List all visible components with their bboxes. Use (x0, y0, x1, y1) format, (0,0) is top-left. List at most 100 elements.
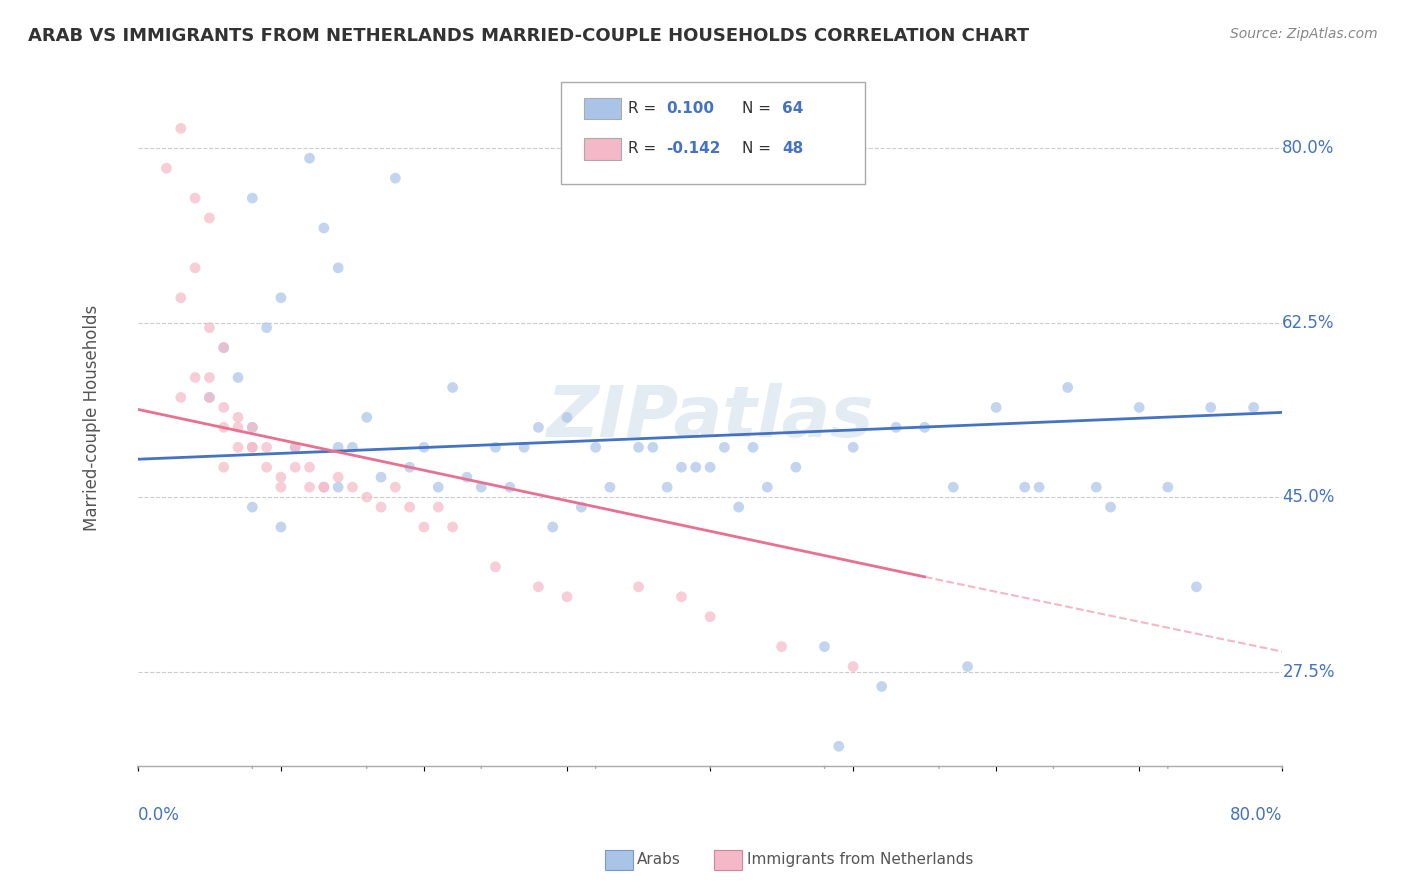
Point (555, 410, 578, 425)
Text: Married-couple Households: Married-couple Households (83, 304, 101, 531)
Point (441, 380, 464, 394)
Point (212, 341, 235, 355)
Point (270, 470, 292, 484)
FancyBboxPatch shape (583, 138, 621, 160)
Point (569, 500, 592, 514)
Point (212, 341, 235, 355)
Point (884, 420, 907, 434)
Point (312, 221, 335, 235)
Point (699, 609, 721, 624)
Point (756, 480, 779, 494)
Point (742, 440, 765, 454)
Point (170, 291, 193, 305)
Point (1128, 401, 1150, 415)
Point (198, 391, 221, 405)
Point (1014, 480, 1036, 494)
Point (312, 480, 335, 494)
Point (370, 500, 392, 514)
Point (1056, 380, 1078, 394)
Point (1199, 401, 1222, 415)
Point (226, 420, 249, 434)
FancyBboxPatch shape (583, 98, 621, 120)
Point (1028, 480, 1050, 494)
Point (170, 121, 193, 136)
Text: 45.0%: 45.0% (1282, 488, 1334, 506)
Point (284, 460, 307, 475)
Point (226, 410, 249, 425)
Point (398, 460, 420, 475)
Point (456, 470, 478, 484)
Point (256, 440, 278, 454)
Point (727, 500, 749, 514)
Point (427, 500, 450, 514)
Point (671, 590, 693, 604)
Point (256, 320, 278, 334)
Point (627, 580, 650, 594)
Point (441, 520, 464, 534)
Point (942, 480, 965, 494)
Text: N =: N = (742, 141, 776, 156)
FancyBboxPatch shape (561, 82, 865, 184)
Point (284, 440, 307, 454)
Point (1185, 580, 1208, 594)
Point (828, 739, 851, 754)
Point (298, 460, 321, 475)
Point (398, 500, 420, 514)
Text: 80.0%: 80.0% (1230, 806, 1282, 824)
Point (470, 480, 492, 494)
Point (270, 480, 292, 494)
Point (270, 291, 292, 305)
Point (770, 640, 793, 654)
Point (298, 151, 321, 165)
Point (328, 480, 350, 494)
Point (198, 370, 221, 384)
Point (555, 590, 578, 604)
Point (986, 401, 1008, 415)
Point (284, 440, 307, 454)
Text: N =: N = (742, 101, 776, 116)
Text: 27.5%: 27.5% (1282, 663, 1334, 681)
Text: R =: R = (627, 101, 661, 116)
Point (1157, 480, 1180, 494)
Point (240, 420, 263, 434)
Point (813, 640, 835, 654)
Point (842, 440, 865, 454)
Point (356, 410, 378, 425)
Point (713, 440, 735, 454)
Point (1243, 401, 1265, 415)
Point (184, 260, 207, 275)
Text: -0.142: -0.142 (666, 141, 721, 156)
Text: ARAB VS IMMIGRANTS FROM NETHERLANDS MARRIED-COUPLE HOUSEHOLDS CORRELATION CHART: ARAB VS IMMIGRANTS FROM NETHERLANDS MARR… (28, 27, 1029, 45)
Point (198, 320, 221, 334)
Text: Arabs: Arabs (637, 853, 681, 867)
Point (685, 460, 707, 475)
Text: 64: 64 (782, 101, 804, 116)
Point (484, 440, 506, 454)
Point (240, 420, 263, 434)
Text: Source: ZipAtlas.com: Source: ZipAtlas.com (1230, 27, 1378, 41)
Point (226, 440, 249, 454)
Point (627, 440, 650, 454)
Point (342, 440, 364, 454)
Point (699, 460, 721, 475)
Point (484, 560, 506, 574)
Text: 48: 48 (782, 141, 803, 156)
Point (914, 420, 936, 434)
Point (226, 370, 249, 384)
Point (956, 659, 979, 673)
Point (256, 460, 278, 475)
Point (312, 480, 335, 494)
Text: 80.0%: 80.0% (1282, 139, 1334, 157)
Point (212, 401, 235, 415)
Point (328, 440, 350, 454)
Point (212, 460, 235, 475)
Point (870, 680, 893, 694)
Point (499, 480, 522, 494)
Point (184, 370, 207, 384)
Point (527, 580, 550, 594)
Point (356, 490, 378, 504)
Point (785, 460, 807, 475)
Point (641, 440, 664, 454)
Point (370, 470, 392, 484)
Point (298, 480, 321, 494)
